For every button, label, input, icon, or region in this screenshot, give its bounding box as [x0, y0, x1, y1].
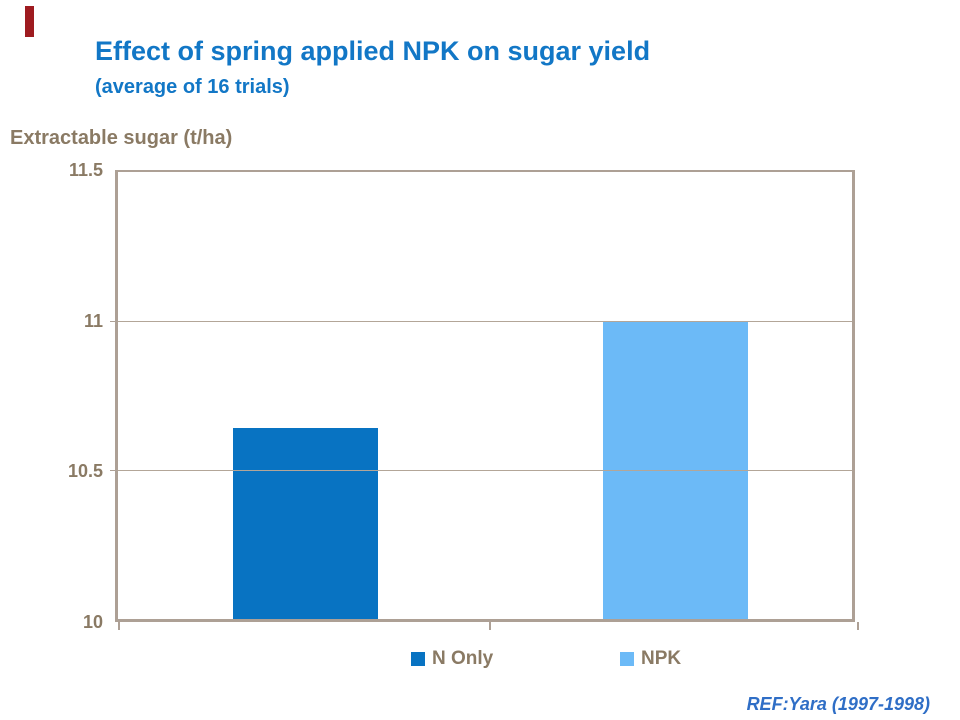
- legend-label-n-only: N Only: [432, 648, 494, 669]
- y-axis-tick-labels: 11.5 11 10.5 10: [0, 0, 103, 720]
- y-tick-label: 10.5: [67, 461, 103, 482]
- legend-item-npk: NPK: [620, 646, 681, 672]
- y-tick-label: 10: [82, 612, 103, 632]
- legend-swatch-npk: [620, 652, 634, 666]
- reference-note: REF:Yara (1997-1998): [746, 694, 930, 714]
- plot-area: [110, 170, 859, 630]
- y-axis-title: Extractable sugar (t/ha): [10, 127, 233, 149]
- legend: N Only NPK: [0, 646, 960, 672]
- legend-swatch-n-only: [411, 652, 425, 666]
- x-axis-tick: [118, 622, 120, 630]
- legend-label-npk: NPK: [641, 648, 682, 669]
- accent-bar: [25, 6, 34, 37]
- chart-subtitle: (average of 16 trials): [95, 76, 290, 98]
- gridline: [118, 320, 852, 322]
- y-tick-label: 11: [83, 310, 103, 331]
- bar-n-only: [233, 428, 378, 619]
- legend-item-n-only: N Only: [411, 646, 493, 672]
- y-axis-tick: [110, 469, 118, 471]
- y-tick-label: 11.5: [68, 160, 103, 180]
- gridline: [118, 469, 852, 471]
- y-axis-tick: [110, 320, 118, 322]
- chart-title: Effect of spring applied NPK on sugar yi…: [95, 36, 651, 66]
- x-axis-tick: [857, 622, 859, 630]
- x-axis-tick: [489, 622, 491, 630]
